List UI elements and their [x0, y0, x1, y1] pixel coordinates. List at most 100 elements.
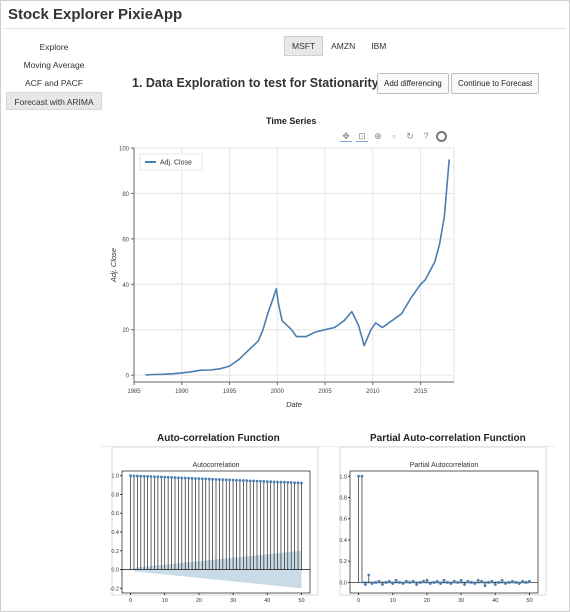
stem-marker	[269, 480, 273, 484]
y-tick-label: 0.2	[339, 559, 347, 565]
stem-marker	[132, 474, 136, 478]
y-tick-label: 0.0	[111, 568, 119, 574]
stem-marker	[282, 480, 286, 484]
y-tick-label: 0.4	[339, 538, 347, 544]
stem-marker	[218, 478, 221, 481]
stem-marker	[381, 583, 384, 586]
stem-marker	[480, 579, 483, 583]
stem-marker	[231, 478, 235, 482]
stem-marker	[422, 579, 425, 583]
stem-marker	[384, 580, 388, 584]
sidebar-item-acf-pacf[interactable]: ACF and PACF	[25, 78, 83, 88]
stem-marker	[177, 476, 180, 480]
chart-toolbar: ✥ ⊡ ⊕ ▫ ↻ ?	[340, 130, 447, 142]
stem-marker	[207, 477, 211, 481]
legend-label: Adj. Close	[160, 160, 192, 167]
x-tick-label: 10	[390, 598, 396, 604]
stem-marker	[221, 478, 225, 482]
stem-marker	[370, 582, 374, 585]
stem-marker	[476, 578, 480, 582]
stem-marker	[391, 582, 395, 585]
x-tick-label: 2005	[318, 389, 332, 395]
help-icon[interactable]: ?	[423, 131, 429, 141]
tab-amzn[interactable]: AMZN	[331, 41, 356, 51]
stem-marker	[466, 579, 470, 583]
chart-title: Autocorrelation	[192, 462, 239, 469]
time-series-title: Time Series	[266, 116, 317, 126]
stem-marker	[374, 580, 378, 584]
legend-box	[139, 153, 203, 171]
wheel-zoom-icon[interactable]: ⊕	[374, 131, 382, 141]
sidebar-item-explore[interactable]: Explore	[39, 42, 69, 52]
stem-marker	[521, 579, 525, 583]
stem-marker	[248, 479, 252, 483]
pan-icon[interactable]: ✥	[340, 130, 352, 142]
x-tick-label: 30	[458, 598, 464, 604]
stem-marker	[463, 583, 466, 586]
stem-marker	[510, 579, 514, 583]
reset-icon[interactable]: ↻	[406, 131, 414, 141]
pacf-heading: Partial Auto-correlation Function	[370, 433, 526, 444]
box-zoom-icon[interactable]: ⊡	[356, 130, 368, 142]
stem-marker	[377, 579, 381, 583]
x-tick-label: 50	[526, 598, 532, 604]
stem-marker	[194, 477, 197, 480]
y-tick-label: 0.4	[111, 530, 119, 536]
stem-marker	[245, 479, 249, 483]
stem-marker	[405, 579, 408, 583]
stem-marker	[238, 478, 242, 482]
stem-marker	[139, 474, 143, 478]
section-title: 1. Data Exploration to test for Stationa…	[132, 76, 379, 90]
x-tick-label: 2010	[366, 389, 380, 395]
stem-marker	[190, 476, 194, 480]
stem-marker	[235, 478, 238, 482]
stem-marker	[425, 578, 429, 582]
sidebar-item-moving-average[interactable]: Moving Average	[23, 60, 85, 70]
stem-marker	[146, 475, 150, 478]
stem-marker	[300, 481, 303, 485]
stem-marker	[408, 580, 412, 584]
ticker-tabs: MSFT AMZN IBM	[284, 36, 394, 56]
stem-marker	[367, 573, 371, 577]
stem-marker	[296, 481, 300, 485]
stem-marker	[483, 584, 487, 587]
save-icon[interactable]: ▫	[392, 131, 396, 141]
stem-marker	[163, 475, 167, 479]
stem-marker	[293, 481, 297, 485]
stem-marker	[187, 476, 191, 480]
stem-marker	[265, 480, 269, 484]
stem-marker	[452, 579, 456, 583]
x-tick-label: 10	[162, 598, 168, 604]
y-axis-label: Adj. Close	[109, 248, 118, 283]
stem-marker	[159, 475, 163, 479]
stem-marker	[528, 579, 531, 583]
x-tick-label: 20	[196, 598, 202, 604]
x-tick-label: 1995	[223, 389, 237, 395]
stem-marker	[439, 582, 442, 585]
x-axis-label: Date	[286, 400, 302, 409]
x-tick-label: 40	[264, 598, 270, 604]
stem-marker	[200, 477, 204, 481]
y-tick-label: 0.6	[339, 517, 347, 523]
bokeh-logo-icon[interactable]	[436, 131, 447, 142]
add-differencing-button[interactable]: Add differencing	[377, 73, 449, 94]
y-tick-label: 0.6	[111, 511, 119, 517]
stem-marker	[272, 480, 276, 484]
stem-marker	[432, 580, 436, 584]
stem-marker	[156, 475, 160, 479]
stem-marker	[442, 578, 446, 582]
continue-to-forecast-button[interactable]: Continue to Forecast	[451, 73, 540, 94]
sidebar-item-forecast-arima[interactable]: Forecast with ARIMA	[6, 92, 102, 110]
x-tick-label: 2015	[414, 389, 428, 395]
stem-marker	[149, 475, 153, 478]
x-tick-label: 0	[357, 598, 360, 604]
x-tick-label: 1985	[127, 389, 141, 395]
tab-ibm[interactable]: IBM	[371, 41, 387, 51]
stem-marker	[153, 475, 156, 479]
stem-marker	[524, 580, 528, 584]
tab-msft[interactable]: MSFT	[284, 36, 324, 56]
stem-marker	[228, 478, 232, 482]
stem-marker	[180, 476, 184, 480]
acf-chart: Autocorrelation -0.2 0.0 0.2 0.4 0.6 0.8 1.0 0 10…	[110, 446, 319, 604]
y-tick-label: 0.0	[339, 580, 347, 586]
